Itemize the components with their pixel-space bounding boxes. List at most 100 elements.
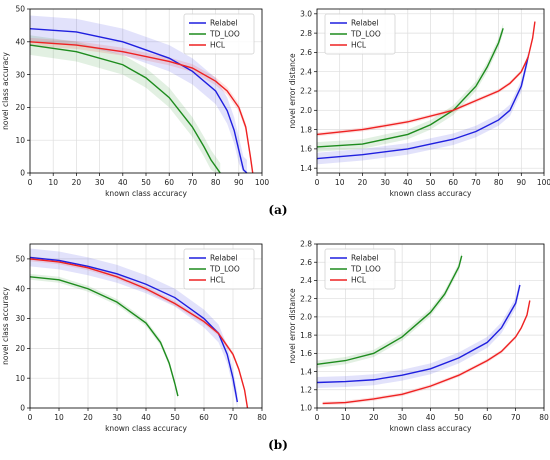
- x-tick-label: 90: [517, 178, 527, 187]
- x-tick-label: 70: [188, 178, 198, 187]
- chart-novel-class-accuracy-a: 0 10 20 30 40 50 60 70 80 90 100 0 10 20 30 40 50 known c…: [1, 5, 269, 198]
- legend-label-hcl: HCL: [351, 41, 367, 50]
- x-tick-label: 60: [164, 178, 174, 187]
- legend-label-relabel: Relabel: [210, 19, 238, 28]
- y-tick-label: 1.6: [300, 145, 312, 154]
- chart-novel-error-distance-a: 0 10 20 30 40 50 60 70 80 90 100 1.4 1.6 1.8 2.0 2.2 2.4…: [288, 8, 550, 198]
- x-axis-label: known class accuracy: [105, 189, 187, 198]
- y-tick-label: 1.8: [300, 125, 312, 134]
- x-tick-label: 10: [341, 413, 351, 422]
- confidence-band-relabel: [317, 279, 520, 388]
- x-axis-label: known class accuracy: [105, 424, 187, 433]
- legend-box: [183, 13, 255, 55]
- x-tick-label: 80: [539, 413, 549, 422]
- x-tick-label: 40: [403, 178, 413, 187]
- y-axis-label: novel class accuracy: [1, 52, 10, 130]
- series-line-td-loo: [29, 44, 221, 174]
- x-tick-label: 30: [380, 178, 390, 187]
- y-tick-label: 1.2: [300, 385, 312, 394]
- series-line-relabel: [316, 57, 529, 160]
- x-tick-label: 20: [358, 178, 368, 187]
- x-tick-label: 60: [482, 413, 492, 422]
- y-tick-label: 0: [20, 169, 25, 178]
- series-line-td-loo: [316, 255, 463, 365]
- y-tick-label: 2.0: [300, 313, 312, 322]
- y-tick-label: 20: [15, 344, 25, 353]
- x-tick-label: 30: [95, 178, 105, 187]
- y-tick-label: 3.0: [300, 10, 312, 19]
- series-line-hcl: [29, 258, 249, 409]
- y-tick-label: 2.8: [300, 240, 312, 249]
- series-line-hcl: [322, 300, 531, 405]
- y-tick-label: 10: [15, 136, 25, 145]
- y-tick-label: 2.6: [300, 258, 312, 267]
- y-tick-label: 1.8: [300, 331, 312, 340]
- y-tick-label: 1.4: [300, 164, 312, 173]
- caption-b: (b): [268, 438, 288, 452]
- y-tick-label: 2.8: [300, 29, 312, 38]
- legend: Relabel TD_LOO HCL: [324, 13, 396, 55]
- y-tick-label: 2.2: [300, 87, 312, 96]
- x-axis-label: known class accuracy: [390, 424, 472, 433]
- y-tick-label: 0: [20, 404, 25, 413]
- y-tick-label: 1.6: [300, 349, 312, 358]
- y-tick-label: 30: [15, 70, 25, 79]
- legend-label-relabel: Relabel: [210, 254, 238, 263]
- confidence-band-td-loo: [30, 35, 221, 173]
- x-tick-label: 30: [397, 413, 407, 422]
- x-tick-label: 80: [494, 178, 504, 187]
- y-tick-label: 40: [15, 284, 25, 293]
- y-tick-label: 2.0: [300, 106, 312, 115]
- y-axis-label: novel error distance: [288, 53, 297, 129]
- x-tick-label: 0: [315, 178, 320, 187]
- x-tick-label: 60: [199, 413, 209, 422]
- x-tick-label: 0: [28, 413, 33, 422]
- legend-label-td-loo: TD_LOO: [209, 30, 240, 39]
- x-tick-label: 100: [537, 178, 550, 187]
- legend-box: [183, 248, 255, 290]
- legend-label-relabel: Relabel: [351, 19, 379, 28]
- x-tick-label: 40: [118, 178, 128, 187]
- series-line-relabel: [316, 284, 521, 384]
- legend-label-hcl: HCL: [210, 276, 226, 285]
- y-tick-label: 10: [15, 374, 25, 383]
- y-tick-label: 2.6: [300, 48, 312, 57]
- legend: Relabel TD_LOO HCL: [183, 248, 255, 290]
- x-tick-label: 0: [315, 413, 320, 422]
- legend-label-td-loo: TD_LOO: [209, 265, 240, 274]
- x-tick-label: 20: [83, 413, 93, 422]
- x-tick-label: 50: [141, 178, 151, 187]
- x-tick-label: 50: [426, 178, 436, 187]
- y-tick-label: 1.4: [300, 367, 312, 376]
- x-tick-label: 20: [72, 178, 82, 187]
- confidence-band-hcl: [30, 256, 248, 408]
- y-axis-label: novel class accuracy: [1, 287, 10, 365]
- x-tick-label: 70: [228, 413, 238, 422]
- confidence-band-td-loo: [30, 273, 178, 400]
- x-tick-label: 10: [54, 413, 64, 422]
- series-line-hcl: [316, 21, 536, 136]
- legend-label-td-loo: TD_LOO: [350, 265, 381, 274]
- y-tick-label: 2.4: [300, 67, 312, 76]
- x-tick-label: 0: [28, 178, 33, 187]
- legend-box: [324, 13, 396, 55]
- x-tick-label: 80: [257, 413, 267, 422]
- chart-novel-class-accuracy-b: 0 10 20 30 40 50 60 70 80 0 10 20 30 40 50 known class …: [1, 243, 267, 433]
- x-tick-label: 10: [48, 178, 58, 187]
- legend-label-td-loo: TD_LOO: [350, 30, 381, 39]
- legend-label-hcl: HCL: [210, 41, 226, 50]
- x-tick-label: 80: [211, 178, 221, 187]
- legend-label-relabel: Relabel: [351, 254, 379, 263]
- legend-box: [324, 248, 396, 290]
- confidence-band-hcl: [30, 37, 253, 173]
- y-tick-label: 40: [15, 38, 25, 47]
- y-tick-label: 1.0: [300, 404, 312, 413]
- series-line-hcl: [29, 41, 254, 174]
- series-line-relabel: [29, 27, 248, 174]
- y-tick-label: 30: [15, 314, 25, 323]
- x-tick-label: 40: [141, 413, 151, 422]
- y-axis-label: novel error distance: [288, 288, 297, 364]
- chart-novel-error-distance-b: 0 10 20 30 40 50 60 70 80 1.0 1.2 1.4 1.6 1.8 2.0 2.2 2.…: [288, 240, 549, 433]
- x-tick-label: 50: [454, 413, 464, 422]
